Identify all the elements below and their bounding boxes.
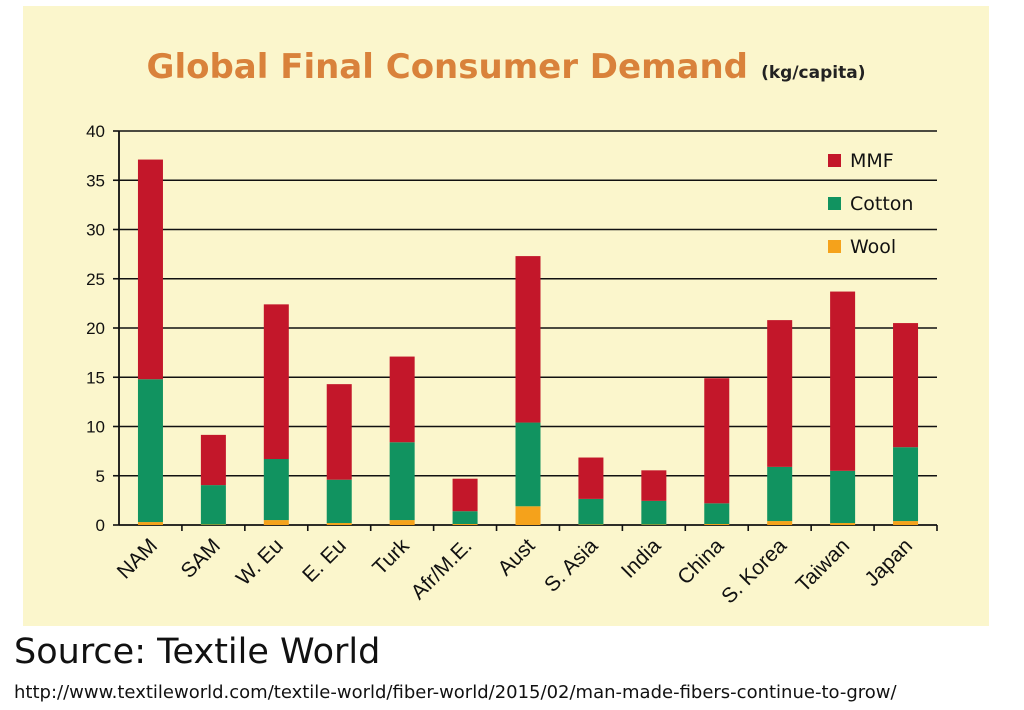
x-tick-label: S. Korea (717, 534, 791, 608)
bar-cotton-6 (515, 422, 541, 507)
bar-cotton-11 (830, 470, 856, 524)
x-tick-label: Aust (494, 534, 540, 580)
chart-panel: Global Final Consumer Demand (kg/capita)… (23, 6, 989, 626)
bar-wool-6 (515, 506, 541, 525)
x-tick-label: SAM (176, 534, 224, 582)
bar-wool-11 (830, 523, 856, 525)
y-tick-label: 35 (86, 171, 105, 190)
bar-mmf-6 (515, 256, 541, 423)
x-tick-label: S. Asia (540, 534, 603, 597)
bar-wool-10 (767, 521, 793, 525)
bar-wool-9 (704, 524, 730, 525)
bar-wool-12 (893, 521, 919, 525)
bars (137, 159, 919, 525)
bar-mmf-0 (137, 159, 163, 380)
source-label: Source: Textile World (14, 632, 381, 672)
stacked-bar-chart: Global Final Consumer Demand (kg/capita)… (86, 47, 938, 608)
bar-cotton-12 (893, 447, 919, 522)
x-tick-label: India (617, 534, 666, 583)
legend: MMF Cotton Wool (828, 150, 913, 258)
bar-cotton-9 (704, 503, 730, 525)
y-tick-label: 25 (86, 270, 105, 289)
bar-mmf-8 (641, 470, 667, 501)
bar-cotton-10 (767, 466, 793, 522)
source-url: http://www.textileworld.com/textile-worl… (14, 682, 897, 703)
bar-cotton-2 (263, 459, 289, 521)
bar-cotton-1 (200, 485, 226, 525)
y-tick-label: 15 (86, 368, 105, 387)
bar-mmf-10 (767, 320, 793, 467)
bar-mmf-9 (704, 378, 730, 504)
bar-cotton-5 (452, 511, 478, 525)
legend-label-wool: Wool (850, 236, 896, 258)
bar-mmf-11 (830, 291, 856, 471)
y-tick-label: 30 (86, 221, 105, 240)
bar-cotton-7 (578, 498, 604, 525)
y-tick-label: 5 (96, 467, 105, 486)
bar-wool-0 (137, 522, 163, 525)
bar-cotton-8 (641, 500, 667, 525)
bar-mmf-12 (893, 323, 919, 448)
legend-label-cotton: Cotton (850, 193, 913, 215)
x-tick-label: Japan (860, 534, 917, 591)
legend-label-mmf: MMF (850, 150, 894, 172)
x-tick-label: W. Eu (232, 534, 288, 590)
bar-wool-5 (452, 524, 478, 525)
chart-title: Global Final Consumer Demand (kg/capita) (147, 47, 866, 87)
x-tick-label: Turk (368, 534, 414, 580)
x-tick-label: Afr/M.E. (407, 534, 477, 604)
x-tick-label: Taiwan (792, 534, 854, 596)
y-tick-label: 10 (86, 418, 105, 437)
legend-swatch-cotton (828, 197, 841, 210)
bar-wool-4 (389, 520, 415, 525)
bar-cotton-0 (137, 379, 163, 523)
x-tick-label: China (673, 534, 728, 589)
bar-cotton-4 (389, 442, 415, 521)
bar-mmf-4 (389, 356, 415, 443)
bar-mmf-5 (452, 478, 478, 512)
bar-mmf-3 (326, 384, 352, 480)
x-tick-label: NAM (113, 534, 162, 583)
bar-mmf-1 (200, 434, 226, 486)
chart-title-unit: (kg/capita) (761, 63, 865, 83)
bar-cotton-3 (326, 479, 352, 524)
y-tick-label: 0 (96, 516, 105, 535)
y-tick-label: 40 (86, 122, 105, 141)
bar-mmf-7 (578, 457, 604, 499)
y-tick-label: 20 (86, 319, 105, 338)
legend-swatch-mmf (828, 154, 841, 167)
x-tick-label: E. Eu (298, 534, 351, 587)
legend-swatch-wool (828, 240, 841, 253)
chart-title-main: Global Final Consumer Demand (147, 47, 748, 87)
bar-wool-3 (326, 523, 352, 525)
bar-mmf-2 (263, 304, 289, 460)
bar-wool-2 (263, 520, 289, 525)
